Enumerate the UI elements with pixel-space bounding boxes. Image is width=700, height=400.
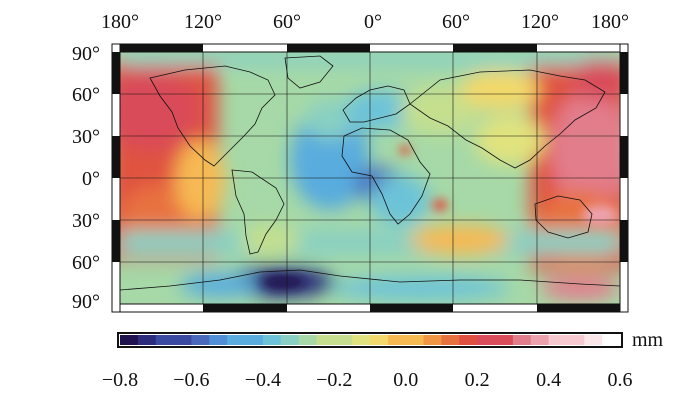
colorbar-swatch	[548, 335, 567, 345]
lat-label: 60°	[72, 84, 100, 106]
lat-label: 30°	[72, 210, 100, 232]
lon-label: 60°	[273, 11, 301, 33]
colorbar-tick-label: 0.2	[465, 369, 490, 391]
lon-label: 180°	[101, 11, 139, 33]
colorbar-tick-label: 0.4	[536, 369, 561, 391]
colorbar-unit-label: mm	[632, 329, 664, 351]
map-frame	[111, 43, 629, 313]
colorbar-swatch	[155, 335, 174, 345]
colorbar-swatch	[477, 335, 496, 345]
coastlines	[120, 55, 620, 291]
colorbar-outline	[117, 332, 623, 348]
lon-label: 180°	[591, 11, 629, 33]
colorbar-swatch	[173, 335, 192, 345]
lat-label: 90°	[72, 43, 100, 65]
colorbar-swatch	[298, 335, 317, 345]
colorbar-swatch	[512, 335, 532, 345]
lon-label: 120°	[521, 11, 559, 33]
lon-label: 60°	[442, 11, 470, 33]
longitude-labels: 180° 120° 60° 0° 60° 120° 180°	[101, 11, 629, 33]
colorbar-swatch	[370, 335, 389, 345]
colorbar-swatch	[566, 335, 585, 345]
colorbar-swatch	[316, 335, 335, 345]
colorbar-swatch	[602, 335, 621, 345]
colorbar-swatch	[120, 335, 139, 345]
colorbar-tick-label: −0.6	[173, 369, 209, 391]
colorbar-swatch	[423, 335, 442, 345]
colorbar-tick-label: −0.8	[102, 369, 138, 391]
colorbar-swatch	[280, 335, 299, 345]
colorbar-swatch	[262, 335, 282, 345]
latitude-labels: 90° 60° 30° 0° 30° 60° 90°	[72, 43, 100, 313]
colorbar-swatch	[334, 335, 353, 345]
colorbar-swatch	[495, 335, 514, 345]
colorbar-swatch	[387, 335, 407, 345]
colorbar-swatches	[120, 335, 621, 345]
colorbar-swatch	[584, 335, 603, 345]
lon-label: 0°	[364, 11, 382, 33]
colorbar-swatch	[405, 335, 424, 345]
graticule	[120, 52, 620, 304]
colorbar-swatch	[245, 335, 264, 345]
colorbar-swatch	[191, 335, 210, 345]
colorbar-ticks: −0.8 −0.6 −0.4 −0.2 0.0 0.2 0.4 0.6	[102, 369, 633, 391]
colorbar-swatch	[459, 335, 478, 345]
colorbar-swatch	[352, 335, 371, 345]
colorbar-tick-label: −0.2	[316, 369, 352, 391]
lat-label: 30°	[72, 126, 100, 148]
lat-label: 60°	[72, 252, 100, 274]
colorbar-swatch	[530, 335, 549, 345]
lon-label: 120°	[184, 11, 222, 33]
colorbar-tick-label: −0.4	[245, 369, 281, 391]
lat-label: 0°	[82, 168, 100, 190]
colorbar-tick-label: 0.0	[393, 369, 418, 391]
colorbar-swatch	[441, 335, 460, 345]
colorbar-swatch	[209, 335, 228, 345]
colorbar-swatch	[137, 335, 157, 345]
colorbar: −0.8 −0.6 −0.4 −0.2 0.0 0.2 0.4 0.6 mm	[102, 329, 664, 391]
lat-label: 90°	[72, 291, 100, 313]
colorbar-tick-label: 0.6	[608, 369, 633, 391]
colorbar-swatch	[227, 335, 246, 345]
